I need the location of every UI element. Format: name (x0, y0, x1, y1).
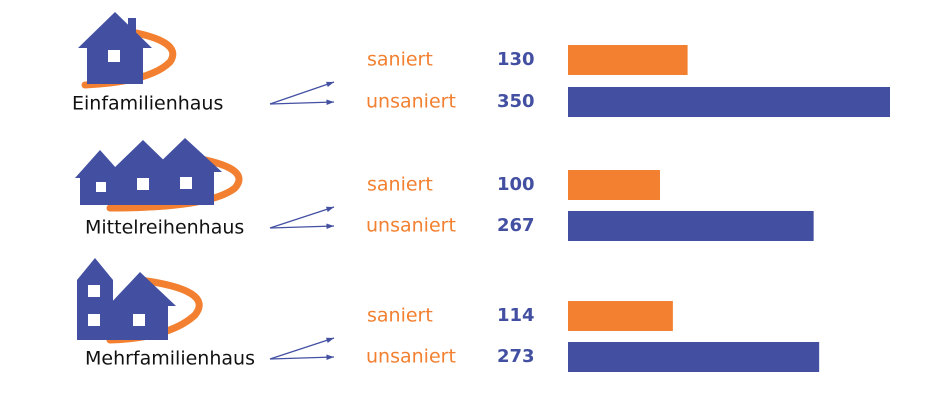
house-icon (75, 138, 243, 212)
series-label: unsaniert (366, 215, 456, 237)
arrow-head (326, 81, 334, 88)
arrow (269, 81, 335, 105)
series-label: saniert (367, 174, 433, 196)
arrow (269, 356, 335, 360)
series-label: saniert (367, 49, 433, 71)
bar (568, 301, 673, 331)
arrow-head (326, 223, 334, 229)
bar (568, 87, 890, 117)
arrow (269, 101, 335, 105)
series-label: unsaniert (366, 346, 456, 368)
series-label: saniert (367, 305, 433, 327)
bar (568, 45, 688, 75)
series-label: unsaniert (366, 91, 456, 113)
value-label: 273 (497, 346, 535, 367)
arrow-head (326, 337, 334, 343)
arrow-head (326, 99, 334, 105)
category-label: Mehrfamilienhaus (85, 348, 255, 370)
value-label: 350 (497, 91, 535, 112)
bar (568, 211, 814, 241)
value-label: 130 (497, 49, 535, 70)
value-label: 267 (497, 215, 535, 236)
bar (568, 342, 820, 372)
bar (568, 170, 660, 200)
value-label: 114 (497, 305, 535, 326)
value-label: 100 (497, 174, 535, 195)
arrow (269, 225, 335, 229)
category-label: Einfamilienhaus (72, 93, 223, 115)
arrow (269, 206, 335, 229)
house-icon (78, 12, 177, 89)
arrow-head (326, 206, 334, 212)
arrow-head (326, 354, 334, 360)
house-icon (77, 258, 203, 344)
arrow (269, 337, 335, 360)
category-label: Mittelreihenhaus (85, 217, 244, 239)
